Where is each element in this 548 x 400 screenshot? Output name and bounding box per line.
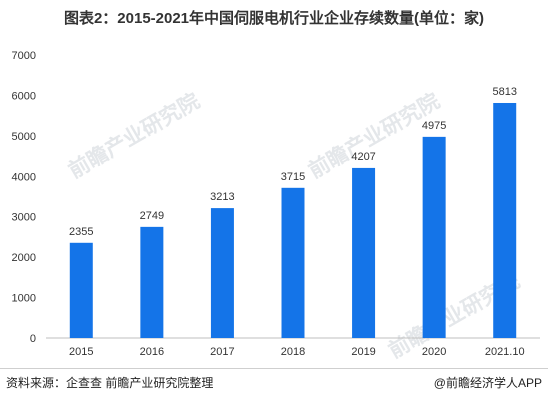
data-label: 4207 (351, 151, 375, 163)
chart-title: 图表2：2015-2021年中国伺服电机行业企业存续数量(单位：家) (63, 10, 485, 27)
x-tick-label: 2019 (351, 346, 375, 358)
source-note: 资料来源：企查查 前瞻产业研究院整理 (6, 376, 214, 390)
y-tick-label: 3000 (12, 212, 36, 224)
bar (210, 208, 234, 338)
x-tick-label: 2018 (281, 346, 305, 358)
x-tick-label: 2015 (69, 346, 93, 358)
x-tick-label: 2017 (210, 346, 234, 358)
y-tick-label: 6000 (12, 90, 36, 102)
y-tick-label: 7000 (12, 50, 36, 62)
footer: 资料来源：企查查 前瞻产业研究院整理 @前瞻经济学人APP (0, 368, 548, 395)
data-label: 3715 (281, 171, 305, 183)
x-tick-label: 2021.10 (485, 346, 525, 358)
bar (140, 226, 164, 338)
credit-note: @前瞻经济学人APP (433, 376, 542, 390)
data-label: 3213 (210, 191, 234, 203)
y-tick-label: 5000 (12, 131, 36, 143)
bar (352, 167, 376, 338)
bar (281, 187, 305, 338)
data-label: 5813 (492, 86, 516, 98)
bar (493, 102, 517, 339)
bar (69, 242, 93, 338)
y-tick-label: 4000 (12, 171, 36, 183)
data-label: 4975 (422, 120, 446, 132)
y-tick-label: 2000 (12, 252, 36, 264)
data-label: 2355 (69, 226, 93, 238)
bar (422, 136, 446, 338)
y-tick-label: 0 (30, 333, 36, 345)
y-tick-label: 1000 (12, 293, 36, 305)
bar-chart: 0 1000 2000 3000 4000 5000 6000 7000 2355 2015 274… (12, 50, 540, 358)
x-tick-label: 2016 (140, 346, 164, 358)
data-label: 2749 (140, 210, 164, 222)
x-tick-label: 2020 (422, 346, 446, 358)
